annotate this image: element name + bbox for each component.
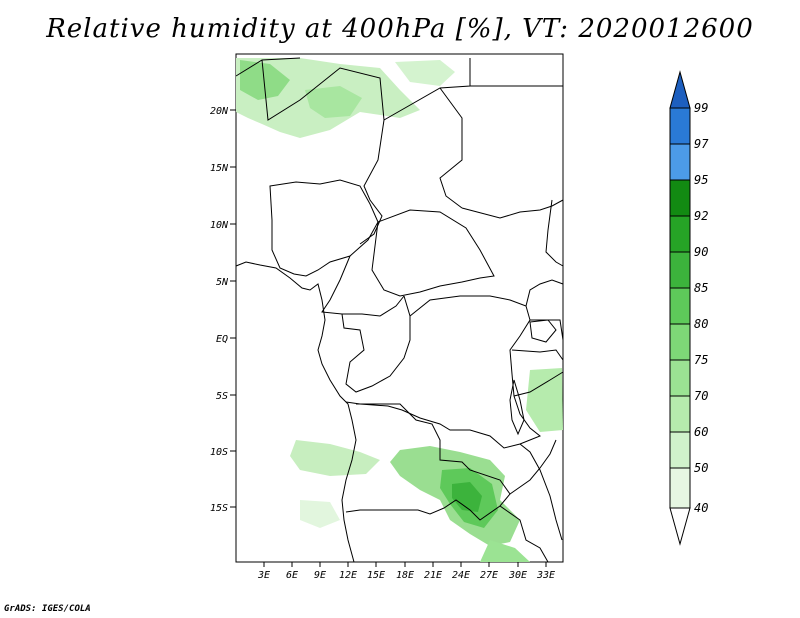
lat-label-5s: 5S [216, 391, 228, 402]
colorbar-label-92: 92 [694, 209, 708, 223]
chad-car-border [371, 209, 495, 297]
colorbar-segment-75-80 [669, 323, 691, 361]
lat-label-15s: 15S [210, 503, 228, 514]
lat-label-5n: 5N [216, 277, 229, 288]
humidity-shading [236, 58, 563, 562]
colorbar-segment-97-99 [669, 107, 691, 145]
lake-victoria [529, 319, 557, 343]
east-lake [509, 379, 525, 436]
humidity-area-angola-west [290, 440, 380, 476]
colorbar-segment-85-90 [669, 251, 691, 289]
colorbar-label-97: 97 [694, 137, 709, 151]
lon-label-3e: 3E [257, 570, 270, 581]
lon-label-18e: 18E [396, 570, 414, 581]
map-frame [235, 53, 564, 563]
lat-label-20n: 20N [210, 106, 229, 117]
humidity-area-sahara-inner [305, 86, 362, 118]
colorbar-segment-70-75 [669, 359, 691, 397]
east-africa-border [511, 279, 564, 397]
east-sudan-border [545, 199, 564, 267]
coastlines-borders [235, 57, 564, 563]
lat-label-15n: 15N [210, 163, 229, 174]
colorbar-bottom-arrow [669, 507, 691, 546]
lon-label-33e: 33E [536, 570, 555, 581]
colorbar-segment-40-50 [669, 467, 691, 509]
colorbar: 99 97 95 92 90 85 80 75 70 60 50 40 [669, 70, 709, 546]
colorbar-label-80: 80 [694, 317, 708, 331]
humidity-area-zambia-peak [452, 482, 482, 512]
colorbar-label-90: 90 [694, 245, 708, 259]
humidity-area-sahara-core [240, 60, 290, 100]
colorbar-segment-95-97 [669, 143, 691, 181]
longitude-axis: 3E 6E 9E 12E 15E 18E 21E 24E 27E 30E 33E [257, 562, 555, 581]
colorbar-label-40: 40 [694, 501, 708, 515]
drc-border [345, 295, 541, 449]
lon-label-12e: 12E [339, 570, 357, 581]
colorbar-segment-80-85 [669, 287, 691, 325]
colorbar-label-50: 50 [694, 461, 708, 475]
lon-label-24e: 24E [452, 570, 470, 581]
colorbar-label-85: 85 [694, 281, 708, 295]
colorbar-label-99: 99 [694, 101, 708, 115]
zambia-mozambique-border [499, 439, 563, 563]
latitude-axis: 20N 15N 10N 5N EQ 5S 10S 15S [210, 106, 236, 514]
colorbar-label-75: 75 [694, 353, 708, 367]
colorbar-top-arrow [669, 70, 691, 109]
grads-credit: GrADS: IGES/COLA [4, 604, 91, 614]
colorbar-segment-60-70 [669, 395, 691, 433]
humidity-area-mozambique [480, 540, 530, 562]
colorbar-segment-90-92 [669, 215, 691, 253]
sahara-borders [235, 57, 471, 245]
map-title: Relative humidity at 400hPa [%], VT: 202… [46, 14, 754, 44]
lon-label-6e: 6E [286, 570, 298, 581]
humidity-area-east-lakes [526, 368, 563, 432]
humidity-area-angola-south [300, 500, 340, 528]
lat-label-eq: EQ [216, 334, 228, 345]
lon-label-30e: 30E [508, 570, 527, 581]
congo-border [341, 295, 411, 393]
lon-label-21e: 21E [424, 570, 442, 581]
colorbar-segment-92-95 [669, 179, 691, 217]
lat-label-10s: 10S [210, 447, 228, 458]
lon-label-9e: 9E [314, 570, 326, 581]
humidity-area-northeast [395, 60, 455, 86]
lon-label-27e: 27E [480, 570, 498, 581]
colorbar-label-70: 70 [694, 389, 708, 403]
west-africa-coastline [235, 261, 357, 563]
nigeria-border [269, 179, 379, 277]
lon-label-15e: 15E [367, 570, 385, 581]
colorbar-label-60: 60 [694, 425, 708, 439]
colorbar-segment-50-60 [669, 431, 691, 469]
colorbar-label-95: 95 [694, 173, 708, 187]
lat-label-10n: 10N [210, 220, 229, 231]
sudan-border [461, 85, 564, 219]
